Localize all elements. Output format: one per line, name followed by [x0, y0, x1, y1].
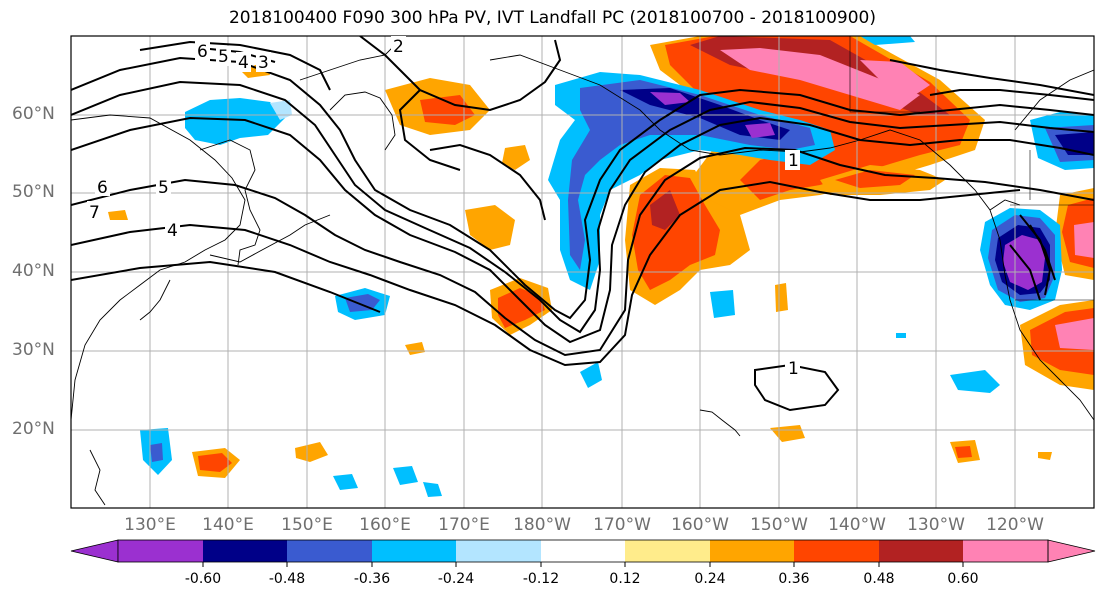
lon-label: 170°E: [438, 515, 490, 535]
lat-label-50n: 50°N: [12, 182, 55, 202]
lon-label: 130°W: [907, 515, 965, 535]
colorbar: [70, 539, 1096, 567]
coastlines: [71, 39, 1094, 506]
contour-label: 1: [788, 359, 799, 379]
colorbar-tick-label: -0.24: [437, 571, 475, 587]
contour-label-group: 6 5 4 3 2 1 6 5 7 4 1: [87, 36, 800, 379]
contour-label: 2: [393, 37, 404, 57]
lon-label: 120°W: [986, 515, 1044, 535]
pv-contours: [71, 36, 1094, 412]
map-title: 2018100400 F090 300 hPa PV, IVT Landfall…: [228, 8, 876, 28]
colorbar-tick-label: 0.12: [609, 571, 641, 587]
colorbar-tick-label: 0.60: [947, 571, 979, 587]
lon-label: 180°W: [513, 515, 571, 535]
contour-label: 3: [258, 53, 269, 73]
map-frame: [70, 35, 1095, 509]
lon-label: 140°W: [828, 515, 886, 535]
contour-label: 5: [218, 47, 229, 67]
lon-label: 160°W: [671, 515, 729, 535]
contour-label: 6: [197, 42, 208, 62]
colorbar-tick-label: -0.60: [184, 571, 222, 587]
contour-label: 4: [167, 221, 178, 241]
colorbar-tick-label: 0.48: [863, 571, 895, 587]
contour-label: 5: [158, 178, 169, 198]
graticule: [71, 36, 1094, 508]
lon-label: 170°W: [593, 515, 651, 535]
colorbar-tick-label: -0.36: [353, 571, 391, 587]
shading-layer: [108, 36, 1094, 497]
lon-label: 130°E: [124, 515, 176, 535]
contour-label: 1: [788, 151, 799, 171]
borders: [849, 36, 1094, 301]
lon-label: 150°E: [281, 515, 333, 535]
contour-label: 6: [97, 178, 108, 198]
lat-label-60n: 60°N: [12, 104, 55, 124]
lon-label: 150°W: [750, 515, 808, 535]
lon-label: 140°E: [202, 515, 254, 535]
contour-label: 4: [238, 53, 249, 73]
lat-label-40n: 40°N: [12, 261, 55, 281]
lat-label-20n: 20°N: [12, 419, 55, 439]
colorbar-tick-label: -0.48: [268, 571, 306, 587]
contour-label: 7: [89, 203, 100, 223]
colorbar-tick-label: -0.12: [522, 571, 560, 587]
lat-label-30n: 30°N: [12, 340, 55, 360]
colorbar-tick-label: 0.36: [778, 571, 810, 587]
lon-label: 160°E: [359, 515, 411, 535]
colorbar-tick-label: 0.24: [694, 571, 726, 587]
